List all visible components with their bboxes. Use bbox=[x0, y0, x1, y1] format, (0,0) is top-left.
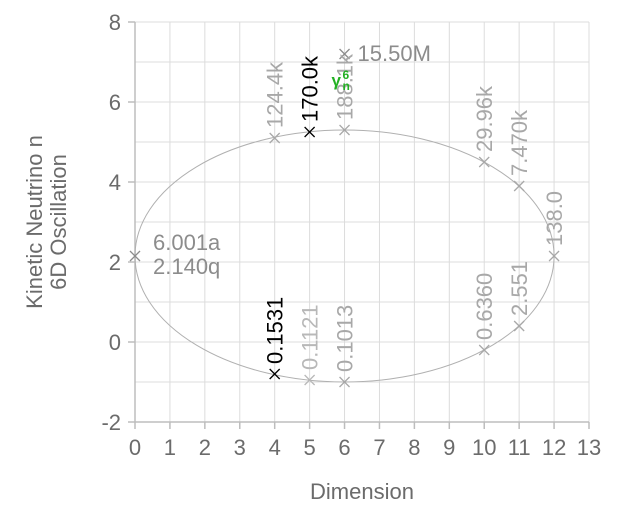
x-tick-label: 8 bbox=[408, 435, 420, 460]
x-tick-label: 2 bbox=[199, 435, 211, 460]
data-point-marker bbox=[478, 156, 490, 168]
x-tick-label: 10 bbox=[472, 435, 496, 460]
data-point-label: 0.1013 bbox=[333, 305, 358, 372]
x-tick-label: 11 bbox=[508, 435, 531, 460]
x-axis-title: Dimension bbox=[310, 479, 414, 504]
y-tick-label: -2 bbox=[101, 410, 121, 435]
data-point-label: 0.1531 bbox=[263, 297, 288, 364]
data-point-marker bbox=[513, 180, 525, 192]
data-point-marker bbox=[304, 126, 316, 138]
data-point-label: 2.551 bbox=[507, 261, 532, 316]
y-tick-label: 2 bbox=[109, 250, 121, 275]
x-tick-label: 4 bbox=[269, 435, 281, 460]
x-tick-label: 5 bbox=[303, 435, 315, 460]
data-point-marker bbox=[478, 344, 490, 356]
x-tick-label: 9 bbox=[443, 435, 455, 460]
data-point-marker bbox=[548, 250, 560, 262]
data-point-marker bbox=[269, 132, 281, 144]
x-tick-label: 1 bbox=[164, 435, 176, 460]
x-tick-label: 13 bbox=[577, 435, 601, 460]
annotation-superscript: 6 bbox=[343, 68, 350, 82]
data-point-label: 15.50M bbox=[358, 41, 431, 66]
x-tick-label: 12 bbox=[542, 435, 566, 460]
data-point-label: 138.0 bbox=[542, 191, 567, 246]
y-axis-title-line-2: 6D Oscillation bbox=[46, 154, 71, 290]
grid-lines bbox=[135, 21, 590, 422]
x-tick-label: 6 bbox=[338, 435, 350, 460]
data-point-label: 188.1k bbox=[333, 53, 358, 120]
data-points bbox=[129, 48, 560, 388]
y-tick-label: 4 bbox=[109, 170, 121, 195]
y-tick-label: 8 bbox=[109, 10, 121, 35]
data-point-label: 29.96k bbox=[472, 85, 497, 152]
data-point-marker bbox=[513, 320, 525, 332]
data-point-marker bbox=[129, 250, 141, 262]
data-point-marker bbox=[269, 368, 281, 380]
data-point-label: 124.4k bbox=[263, 61, 288, 128]
axes bbox=[128, 21, 590, 429]
data-point-marker bbox=[339, 48, 350, 60]
data-point-label: 7.470k bbox=[507, 109, 532, 176]
annotation-subscript: n bbox=[343, 79, 350, 93]
data-point-marker bbox=[304, 374, 316, 386]
point-labels: 6.001a 2.140q 124.4k 0.1531 170.0k 0.1121 15.5… bbox=[153, 41, 567, 372]
data-point-marker bbox=[339, 376, 350, 388]
y-tick-label: 0 bbox=[109, 330, 121, 355]
x-tick-label: 7 bbox=[373, 435, 385, 460]
data-point-marker bbox=[339, 124, 350, 136]
data-point-label: 0.1121 bbox=[298, 304, 323, 370]
y-axis-title-line-1: Kinetic Neutrino n bbox=[22, 135, 47, 309]
annotation-layer: γ 6n bbox=[332, 68, 350, 93]
y-tick-label: 6 bbox=[109, 90, 121, 115]
x-tick-label: 3 bbox=[234, 435, 246, 460]
data-point-label: 170.0k bbox=[298, 55, 323, 122]
data-point-label: 6.001a 2.140q bbox=[153, 230, 221, 279]
annotation-symbol: γ bbox=[332, 71, 342, 90]
x-tick-label: 0 bbox=[129, 435, 141, 460]
data-point-label: 0.6360 bbox=[472, 273, 497, 340]
axis-titles: Dimension Kinetic Neutrino n 6D Oscillat… bbox=[22, 135, 414, 504]
